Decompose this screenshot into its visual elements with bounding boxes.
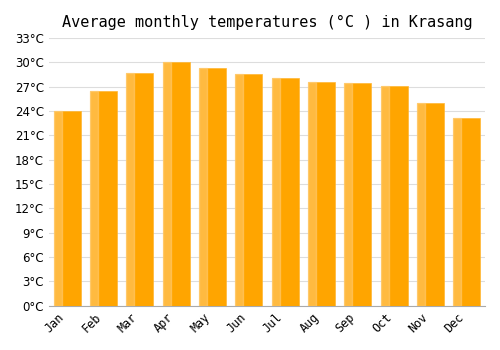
Bar [235, 74, 244, 306]
Bar [308, 82, 335, 306]
Bar [344, 83, 372, 306]
Bar [126, 73, 134, 306]
Bar [162, 62, 170, 306]
Bar [199, 68, 226, 306]
Bar [54, 111, 81, 306]
Bar [90, 91, 117, 306]
Bar [380, 86, 408, 306]
Bar [272, 78, 280, 306]
Bar [453, 118, 480, 306]
Bar [308, 82, 316, 306]
Bar [54, 111, 62, 306]
Bar [272, 78, 299, 306]
Bar [126, 73, 154, 306]
Bar [235, 74, 262, 306]
Bar [344, 83, 352, 306]
Bar [380, 86, 388, 306]
Bar [417, 103, 425, 306]
Bar [417, 103, 444, 306]
Bar [453, 118, 462, 306]
Bar [162, 62, 190, 306]
Bar [199, 68, 207, 306]
Title: Average monthly temperatures (°C ) in Krasang: Average monthly temperatures (°C ) in Kr… [62, 15, 472, 30]
Bar [90, 91, 98, 306]
